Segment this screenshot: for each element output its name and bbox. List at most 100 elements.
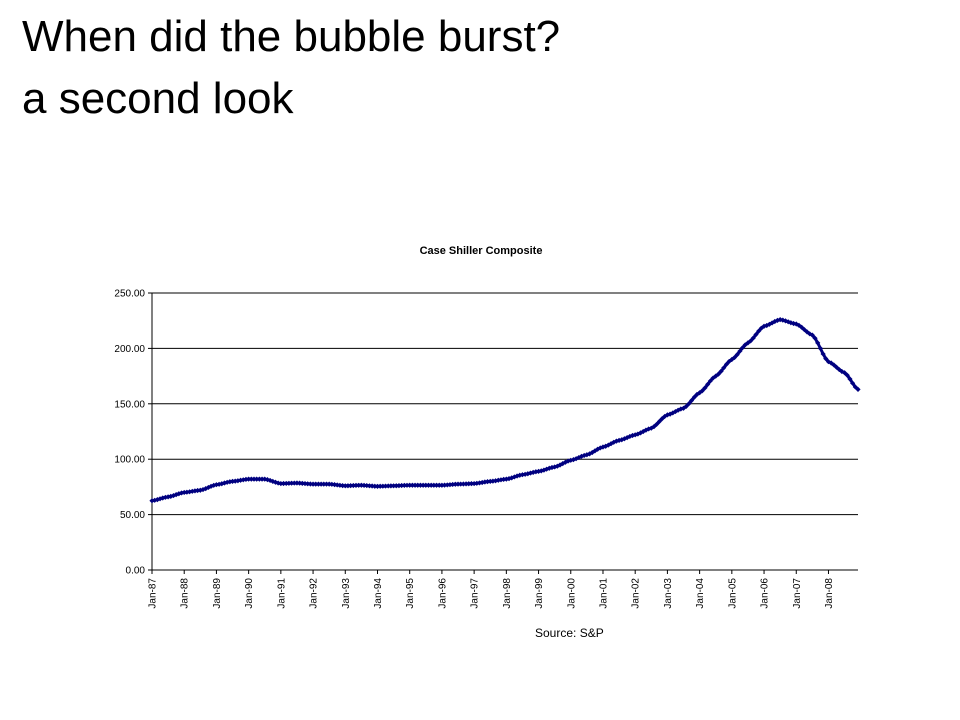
x-tick-label: Jan-99 xyxy=(534,578,545,609)
data-point xyxy=(697,390,703,396)
x-tick-label: Jan-91 xyxy=(276,578,287,609)
data-point xyxy=(192,488,198,494)
data-point xyxy=(168,493,174,499)
data-point xyxy=(409,482,415,488)
data-point xyxy=(640,428,646,435)
y-tick-label: 50.00 xyxy=(120,510,145,521)
data-point xyxy=(780,317,786,323)
data-point xyxy=(737,348,743,354)
data-point xyxy=(833,364,840,370)
data-point xyxy=(490,478,496,484)
data-point xyxy=(756,328,762,334)
data-point xyxy=(509,475,515,481)
data-point xyxy=(670,410,676,416)
data-point xyxy=(511,474,517,480)
data-point xyxy=(568,457,574,463)
x-axis: Jan-87 Jan-88 Jan-89 Jan-90 Jan-91 Jan-92 Jan-… xyxy=(148,570,835,609)
data-point xyxy=(399,482,405,489)
data-point xyxy=(455,481,461,487)
x-tick-label: Jan-07 xyxy=(792,578,803,609)
slide-title: When did the bubble burst? a second look xyxy=(22,6,560,130)
data-point xyxy=(788,320,794,326)
data-point xyxy=(713,373,719,379)
data-point xyxy=(782,318,789,324)
data-point xyxy=(436,482,442,488)
data-point xyxy=(726,358,732,365)
x-tick-label: Jan-88 xyxy=(180,578,191,609)
data-point xyxy=(468,481,475,487)
slide-title-line-2: a second look xyxy=(22,74,294,123)
data-point xyxy=(613,438,620,444)
data-point xyxy=(240,477,246,483)
y-tick-label: 200.00 xyxy=(114,344,145,355)
x-tick-label: Jan-04 xyxy=(695,578,706,609)
x-tick-label: Jan-90 xyxy=(244,578,255,609)
data-point xyxy=(246,476,252,482)
data-point xyxy=(723,361,730,367)
data-point xyxy=(170,492,177,499)
data-point xyxy=(452,481,458,487)
data-point xyxy=(420,482,426,488)
data-point xyxy=(828,360,834,366)
data-point xyxy=(439,482,445,488)
data-point xyxy=(758,325,764,331)
y-tick-label: 100.00 xyxy=(114,455,145,466)
data-point xyxy=(482,479,488,485)
data-point xyxy=(823,355,829,362)
data-point xyxy=(745,340,751,346)
x-tick-label: Jan-92 xyxy=(309,578,320,609)
data-point xyxy=(160,495,166,501)
data-point xyxy=(291,480,297,486)
data-point xyxy=(573,456,579,462)
data-point xyxy=(280,480,287,487)
x-tick-label: Jan-87 xyxy=(148,578,159,609)
data-point xyxy=(460,481,466,487)
data-point xyxy=(219,481,225,487)
data-point xyxy=(731,354,738,361)
data-point xyxy=(600,444,606,450)
data-point xyxy=(850,380,856,386)
data-point xyxy=(165,494,171,500)
data-point xyxy=(635,431,641,437)
data-point xyxy=(844,372,850,378)
data-point xyxy=(675,407,681,413)
data-point xyxy=(651,424,657,430)
data-point xyxy=(294,480,300,486)
data-point xyxy=(479,479,485,486)
x-tick-label: Jan-95 xyxy=(405,578,416,609)
data-point xyxy=(702,385,708,391)
data-point xyxy=(557,462,563,468)
x-tick-label: Jan-93 xyxy=(341,578,352,609)
data-point xyxy=(474,480,480,486)
data-point xyxy=(801,326,807,333)
data-point xyxy=(433,482,440,488)
data-point xyxy=(195,487,201,494)
data-point xyxy=(629,432,636,439)
data-point xyxy=(224,479,230,485)
data-point xyxy=(753,331,759,338)
data-point xyxy=(361,482,367,488)
data-point xyxy=(447,482,453,488)
data-point xyxy=(766,321,773,327)
data-point xyxy=(315,481,322,487)
data-point xyxy=(764,322,770,329)
data-point xyxy=(820,351,826,357)
data-point xyxy=(718,368,724,374)
data-point xyxy=(836,366,842,373)
x-tick-label: Jan-02 xyxy=(631,578,642,609)
data-point xyxy=(286,480,292,486)
data-point xyxy=(522,471,528,477)
series-line xyxy=(151,318,860,503)
data-point xyxy=(734,352,740,358)
data-point xyxy=(184,489,190,495)
data-point xyxy=(535,468,542,474)
data-point xyxy=(382,483,389,489)
data-point xyxy=(318,481,324,487)
data-point xyxy=(796,322,802,328)
data-point xyxy=(390,483,397,489)
x-tick-label: Jan-94 xyxy=(373,578,384,609)
data-point xyxy=(425,482,432,488)
data-point xyxy=(388,483,394,489)
x-tick-label: Jan-00 xyxy=(566,578,577,609)
x-tick-label: Jan-01 xyxy=(598,578,609,609)
